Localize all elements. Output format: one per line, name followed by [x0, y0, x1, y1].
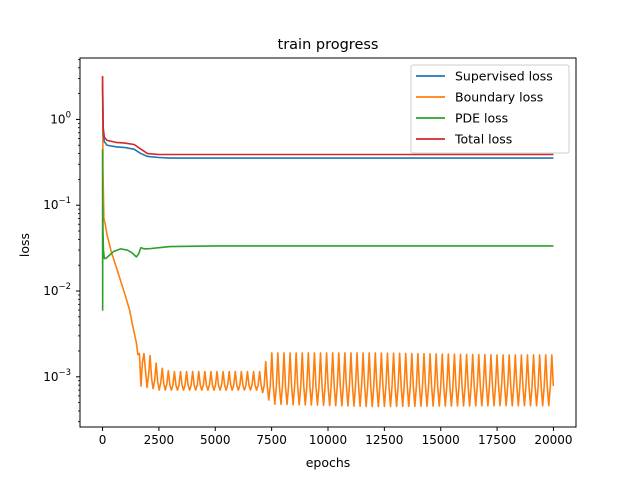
x-tick-label: 20000 [534, 433, 572, 447]
y-tick-label: 10−1 [43, 196, 71, 212]
x-tick-label: 2500 [144, 433, 175, 447]
series-layer [101, 76, 555, 408]
legend-label: Boundary loss [455, 90, 543, 105]
x-tick-label: 15000 [422, 433, 460, 447]
series-line-total-loss [101, 76, 554, 156]
y-tick-label: 10−2 [43, 282, 71, 298]
series-line-boundary-loss [101, 76, 555, 408]
x-tick-label: 10000 [309, 433, 347, 447]
y-axis-label: loss [17, 233, 32, 257]
x-tick-label: 0 [99, 433, 107, 447]
series-line-supervised-loss [101, 85, 554, 159]
legend-label: PDE loss [455, 111, 508, 126]
x-tick-label: 7500 [256, 433, 287, 447]
legend-box [410, 64, 570, 154]
x-axis-label: epochs [306, 455, 351, 470]
x-tick-label: 17500 [478, 433, 516, 447]
chart-title: train progress [278, 37, 379, 53]
tick-layer: 0 2500 5000 7500 10000 12500 15000 17500 20000 10… [43, 59, 573, 447]
x-tick-label: 12500 [365, 433, 403, 447]
legend: Supervised loss Boundary loss PDE loss Tota… [410, 64, 570, 154]
legend-label: Total loss [454, 132, 512, 147]
legend-label: Supervised loss [455, 69, 553, 84]
plot-frame [79, 57, 577, 428]
y-tick-label: 100 [50, 110, 71, 126]
x-tick-label: 5000 [200, 433, 231, 447]
series-line-pde-loss [101, 149, 554, 311]
y-tick-label: 10−3 [43, 368, 71, 384]
